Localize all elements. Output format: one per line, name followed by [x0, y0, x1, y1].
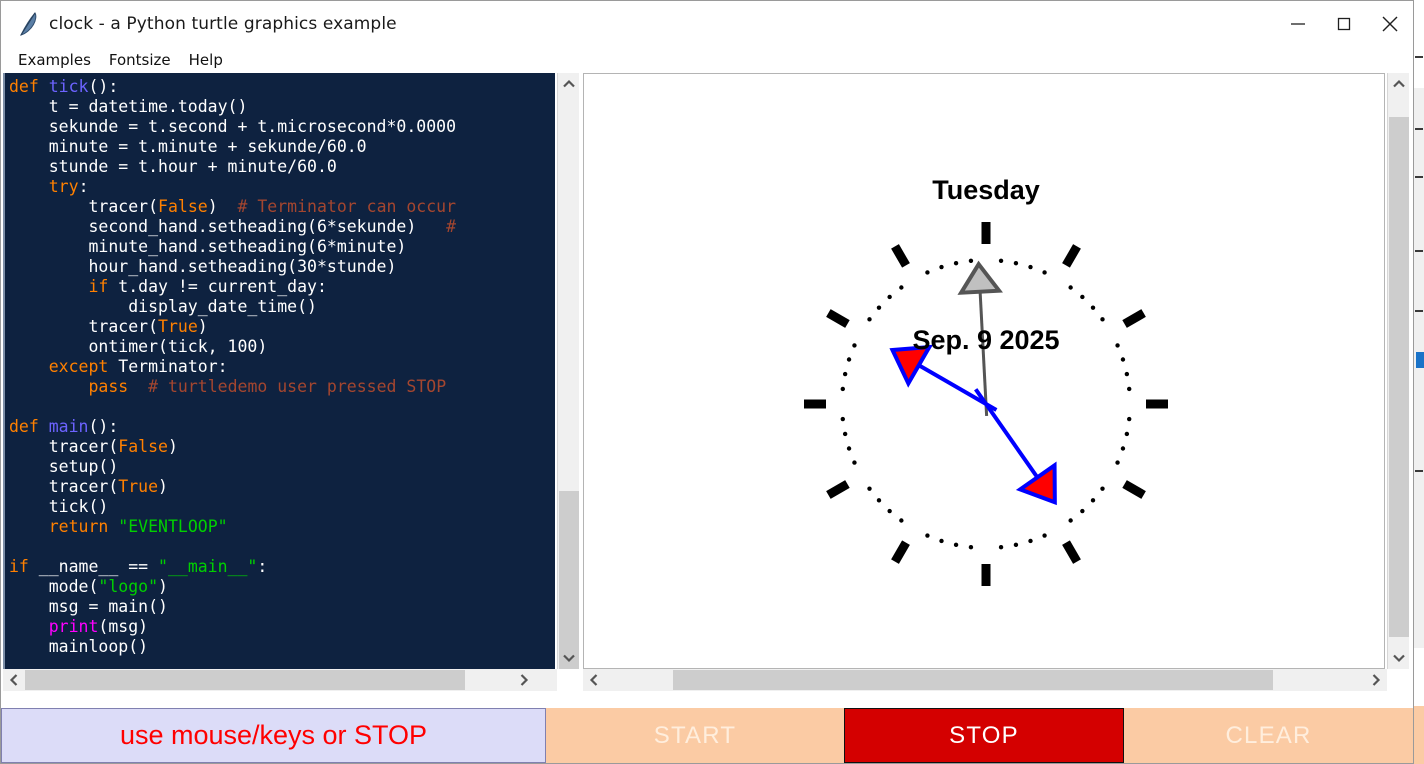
code-pane: def tick(): t = datetime.today() sekunde…	[1, 73, 581, 691]
window-controls	[1275, 1, 1413, 46]
clock-drawing: Tuesday Sep. 9 2025	[804, 175, 1168, 586]
code-editor[interactable]: def tick(): t = datetime.today() sekunde…	[3, 73, 555, 669]
menu-bar: Examples Fontsize Help	[1, 46, 1413, 73]
status-box: use mouse/keys or STOP	[1, 708, 546, 763]
stop-button[interactable]: STOP	[844, 708, 1124, 763]
title-bar: clock - a Python turtle graphics example	[1, 1, 1413, 46]
turtle-canvas[interactable]: Tuesday Sep. 9 2025	[583, 73, 1385, 669]
chevron-right-icon[interactable]	[513, 669, 535, 691]
canvas-vertical-scrollbar[interactable]	[1387, 73, 1409, 669]
scrollbar-thumb[interactable]	[1389, 117, 1409, 637]
code-vertical-scrollbar[interactable]	[557, 73, 579, 669]
clock-date-label: Sep. 9 2025	[912, 325, 1059, 355]
bottom-bar: use mouse/keys or STOP START STOP CLEAR	[1, 708, 1413, 763]
code-text: def tick(): t = datetime.today() sekunde…	[9, 77, 457, 656]
scrollbar-thumb[interactable]	[559, 491, 579, 669]
menu-item-help[interactable]: Help	[188, 50, 223, 69]
window-title: clock - a Python turtle graphics example	[49, 13, 397, 34]
chevron-left-icon[interactable]	[3, 669, 25, 691]
scrollbar-thumb[interactable]	[25, 670, 465, 690]
chevron-left-icon[interactable]	[583, 669, 605, 691]
close-button[interactable]	[1367, 1, 1413, 46]
status-text: use mouse/keys or STOP	[119, 720, 428, 750]
clock-hands	[889, 260, 1057, 506]
chevron-up-icon[interactable]	[1388, 73, 1410, 95]
canvas-horizontal-scrollbar[interactable]	[583, 669, 1387, 691]
canvas-pane: Tuesday Sep. 9 2025	[581, 73, 1411, 691]
code-horizontal-scrollbar[interactable]	[3, 669, 557, 691]
start-button[interactable]: START	[546, 708, 844, 763]
clock-weekday-label: Tuesday	[932, 175, 1040, 205]
chevron-down-icon[interactable]	[558, 647, 580, 669]
menu-item-fontsize[interactable]: Fontsize	[108, 50, 171, 69]
minimize-button[interactable]	[1275, 1, 1321, 46]
scrollbar-thumb[interactable]	[673, 670, 1273, 690]
background-window-sliver	[1414, 0, 1424, 764]
chevron-right-icon[interactable]	[1365, 669, 1387, 691]
chevron-up-icon[interactable]	[558, 73, 580, 95]
main-split: def tick(): t = datetime.today() sekunde…	[1, 73, 1413, 691]
clear-button[interactable]: CLEAR	[1124, 708, 1413, 763]
python-feather-icon	[11, 9, 45, 39]
menu-item-examples[interactable]: Examples	[18, 50, 91, 69]
clock-ticks	[804, 222, 1168, 586]
chevron-down-icon[interactable]	[1388, 647, 1410, 669]
maximize-button[interactable]	[1321, 1, 1367, 46]
